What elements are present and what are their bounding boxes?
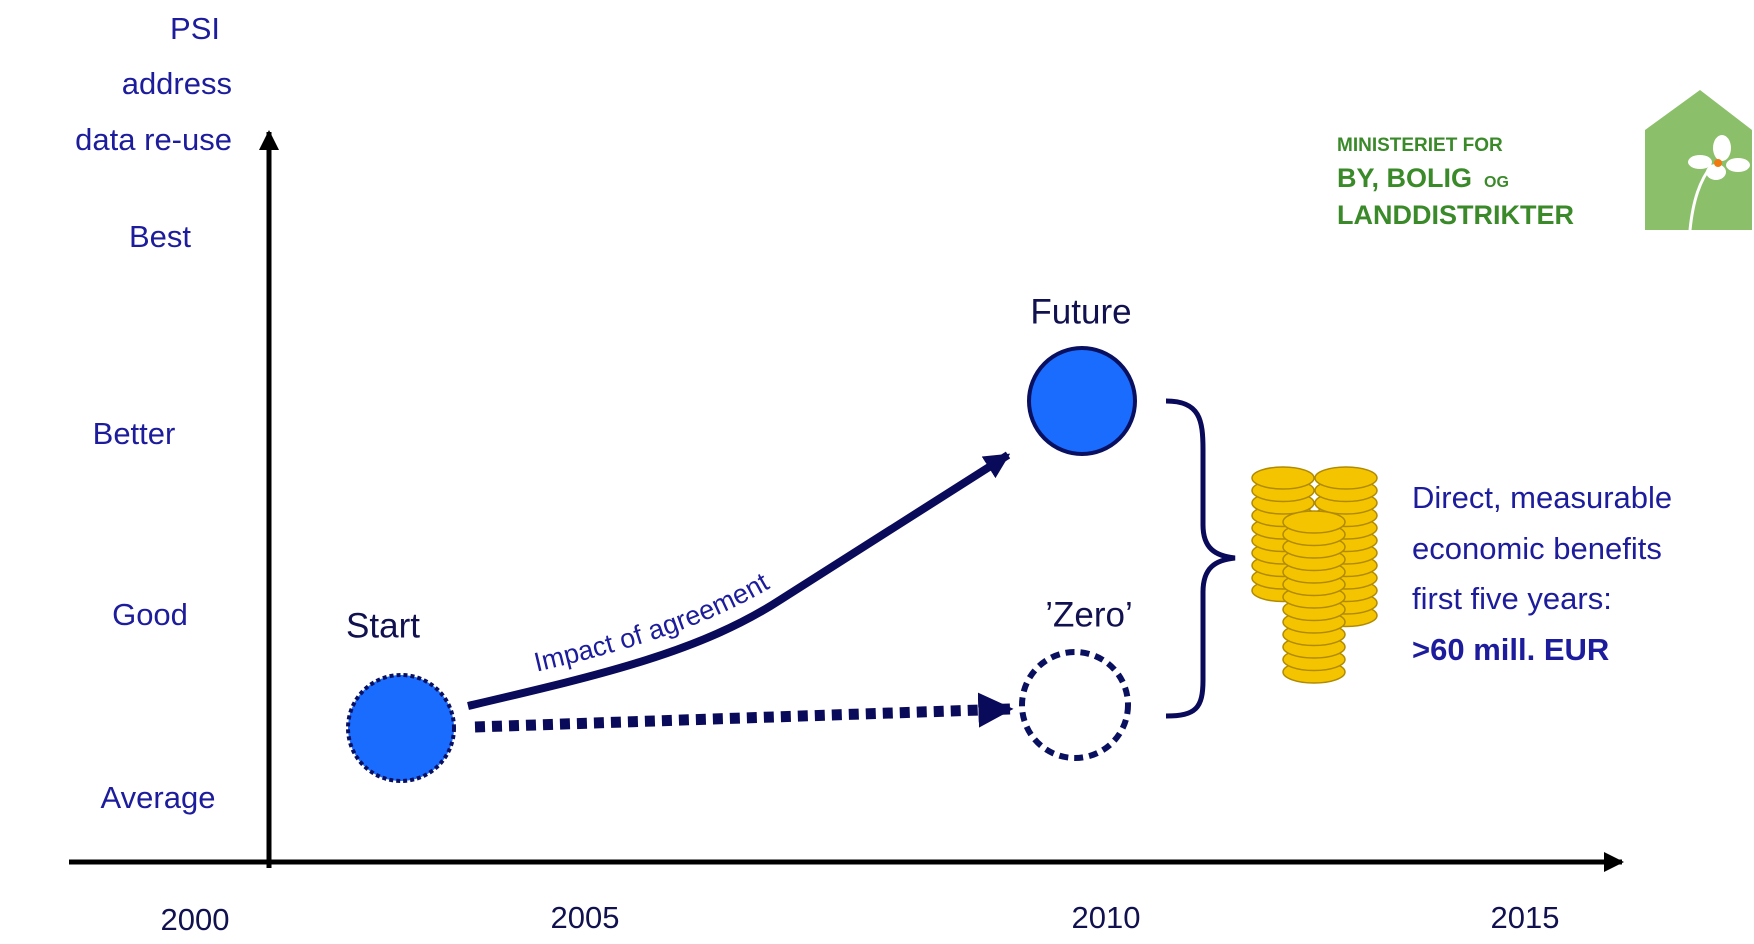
axis-title: data re-use: [75, 122, 232, 157]
node-label: ’Zero’: [1045, 595, 1133, 634]
year-label: 2005: [551, 900, 620, 935]
baseline-arrow: [475, 709, 1010, 727]
logo-text: OG: [1484, 174, 1509, 191]
coins: [1252, 467, 1377, 683]
benefit-text: first five years:: [1412, 581, 1612, 616]
year-label: 2015: [1491, 900, 1560, 935]
level-label: Best: [129, 219, 191, 254]
coin: [1252, 467, 1314, 489]
coin: [1315, 467, 1377, 489]
year-label: 2010: [1072, 900, 1141, 935]
year-label: 2000: [161, 902, 230, 937]
start-node: [348, 675, 454, 781]
benefit-highlight: >60 mill. EUR: [1412, 632, 1609, 667]
axis-title: PSI: [170, 11, 220, 46]
logo-text: LANDDISTRIKTER: [1337, 200, 1574, 230]
level-label: Average: [101, 780, 216, 815]
node-label: Future: [1030, 292, 1131, 331]
benefit-text: Direct, measurable: [1412, 480, 1672, 515]
logo-text: MINISTERIET FOR: [1337, 135, 1503, 156]
zero-node: [1022, 652, 1128, 758]
node-label: Start: [346, 606, 420, 645]
page: {"y_axis": {"title_lines": ["PSI", "addr…: [0, 0, 1754, 939]
diagram: PSI address data re-use Best Better Good…: [0, 0, 1754, 939]
future-node: [1029, 348, 1135, 454]
coin: [1283, 511, 1345, 533]
logo-text: BY, BOLIG: [1337, 163, 1472, 193]
brace: [1166, 401, 1235, 716]
benefit-text: economic benefits: [1412, 531, 1662, 566]
level-label: Better: [93, 416, 176, 451]
axis-title: address: [122, 66, 232, 101]
level-label: Good: [112, 597, 188, 632]
